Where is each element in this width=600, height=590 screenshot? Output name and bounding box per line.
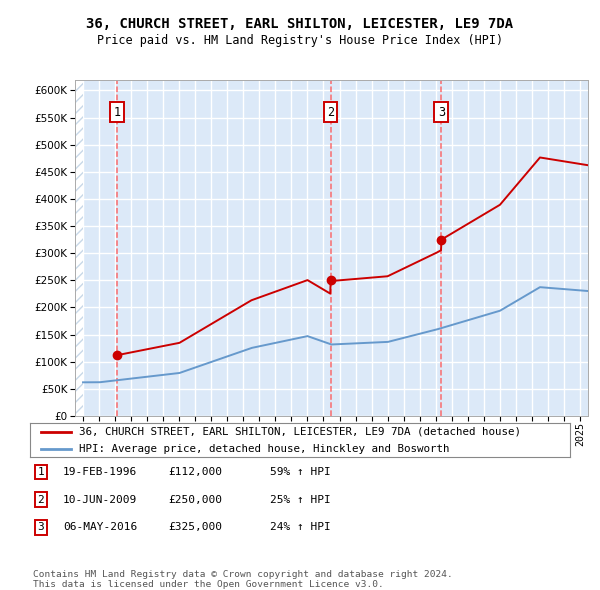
Text: This data is licensed under the Open Government Licence v3.0.: This data is licensed under the Open Gov… (33, 579, 384, 589)
Text: 36, CHURCH STREET, EARL SHILTON, LEICESTER, LE9 7DA (detached house): 36, CHURCH STREET, EARL SHILTON, LEICEST… (79, 427, 521, 437)
Text: HPI: Average price, detached house, Hinckley and Bosworth: HPI: Average price, detached house, Hinc… (79, 444, 449, 454)
Text: £250,000: £250,000 (168, 495, 222, 504)
Text: 3: 3 (438, 106, 445, 119)
Text: 06-MAY-2016: 06-MAY-2016 (63, 523, 137, 532)
Text: 36, CHURCH STREET, EARL SHILTON, LEICESTER, LE9 7DA: 36, CHURCH STREET, EARL SHILTON, LEICEST… (86, 17, 514, 31)
Text: 2: 2 (327, 106, 334, 119)
Text: Price paid vs. HM Land Registry's House Price Index (HPI): Price paid vs. HM Land Registry's House … (97, 34, 503, 47)
Text: 1: 1 (37, 467, 44, 477)
Text: 19-FEB-1996: 19-FEB-1996 (63, 467, 137, 477)
Text: 59% ↑ HPI: 59% ↑ HPI (270, 467, 331, 477)
Text: Contains HM Land Registry data © Crown copyright and database right 2024.: Contains HM Land Registry data © Crown c… (33, 570, 453, 579)
Text: £112,000: £112,000 (168, 467, 222, 477)
Text: 3: 3 (37, 523, 44, 532)
Text: 25% ↑ HPI: 25% ↑ HPI (270, 495, 331, 504)
Text: 1: 1 (113, 106, 121, 119)
Text: 24% ↑ HPI: 24% ↑ HPI (270, 523, 331, 532)
Text: 2: 2 (37, 495, 44, 504)
Text: £325,000: £325,000 (168, 523, 222, 532)
Text: 10-JUN-2009: 10-JUN-2009 (63, 495, 137, 504)
Bar (75, 80, 83, 416)
